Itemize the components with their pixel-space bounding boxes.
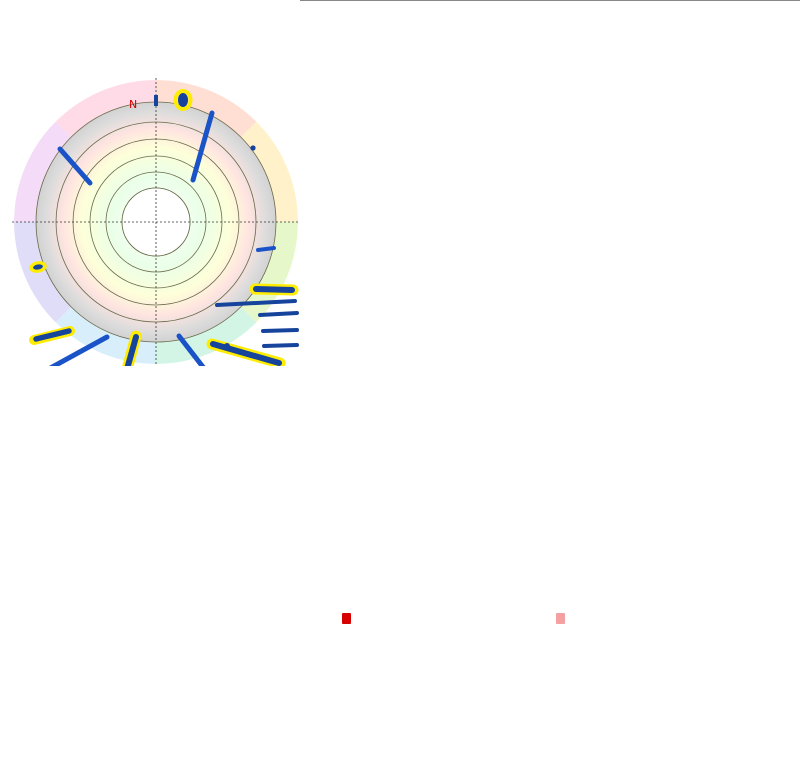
col-path [601,0,634,1]
col-magn [759,0,800,1]
col-real [476,0,497,1]
north-label: N [129,98,137,111]
signal-table [300,0,800,1]
col-virt [496,0,517,1]
adjacent-channel-badge-icon [556,613,565,624]
station-markers [29,89,299,366]
channel-power-chart-panel [0,608,800,768]
legend-co-channel [342,612,351,626]
col-nm [536,0,569,1]
col-pwr [568,0,602,1]
table-column-header-row [300,0,800,1]
legend-adjacent-channel [556,612,565,626]
col-callsign [338,0,477,1]
crosshair-axes [12,78,300,366]
channel-power-chart [0,608,800,768]
radar-svg: N [12,78,300,366]
left-panel: N [0,0,312,608]
polar-radar-plot: N [12,78,300,366]
warning-legend [0,612,800,628]
co-channel-badge-icon [342,613,351,624]
col-true [719,0,760,1]
col-miles [634,0,720,1]
signal-table-panel [300,0,800,608]
col-netwk [516,0,537,1]
